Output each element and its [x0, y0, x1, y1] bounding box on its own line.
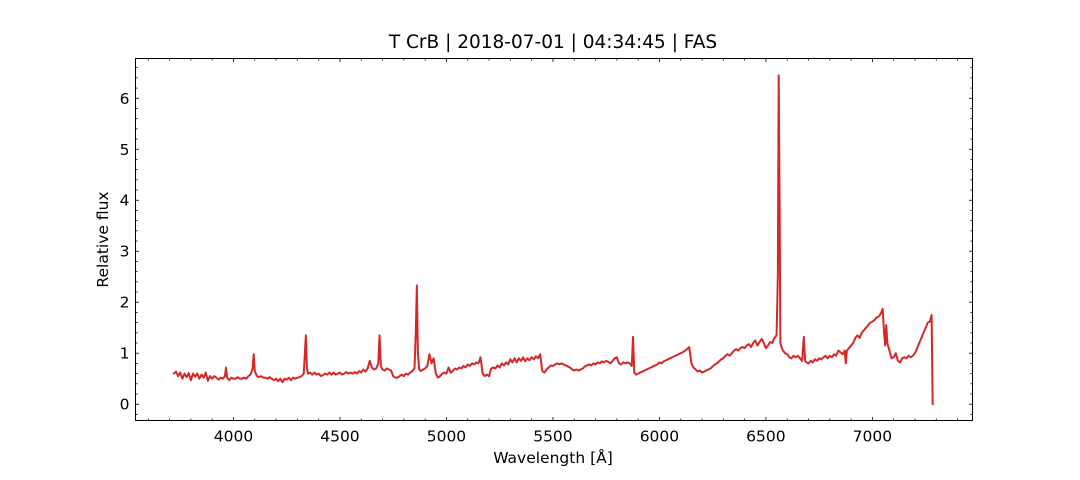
plot-frame [135, 58, 973, 421]
chart-title: T CrB | 2018-07-01 | 04:34:45 | FAS [388, 32, 717, 53]
y-tick-label: 1 [120, 345, 130, 363]
x-tick-label: 7000 [853, 428, 892, 446]
y-tick-label: 4 [120, 192, 130, 210]
x-tick-label: 6000 [640, 428, 679, 446]
major-ticks [135, 58, 973, 421]
x-tick-label: 6500 [746, 428, 785, 446]
x-tick-label: 5500 [533, 428, 572, 446]
y-axis-label: Relative flux [94, 191, 112, 287]
series-group [172, 74, 934, 406]
x-tick-label: 5000 [427, 428, 466, 446]
x-tick-label: 4000 [214, 428, 253, 446]
y-tick-label: 6 [120, 90, 130, 108]
x-axis-label: Wavelength [Å] [493, 448, 613, 467]
y-tick-labels: 0 1 2 3 4 5 6 [120, 90, 130, 414]
x-tick-labels: 4000 4500 5000 5500 6000 6500 7000 [214, 428, 892, 446]
x-tick-label: 4500 [320, 428, 359, 446]
spectrum-line [172, 74, 934, 406]
y-tick-label: 0 [120, 396, 130, 414]
y-tick-label: 5 [120, 141, 130, 159]
y-tick-label: 3 [120, 243, 130, 261]
y-tick-label: 2 [120, 294, 130, 312]
